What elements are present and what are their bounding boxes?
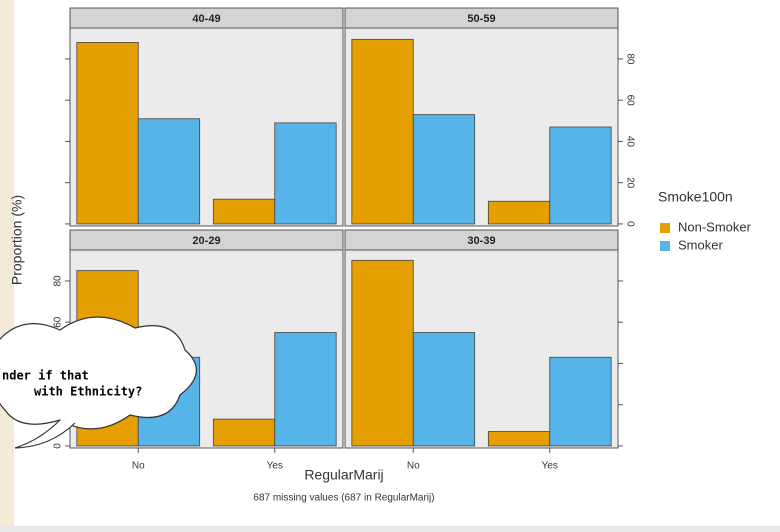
x-tick-label: Yes — [542, 461, 558, 472]
subtitle: 687 missing values (687 in RegularMarij) — [253, 493, 434, 504]
strip — [69, 7, 344, 29]
y-tick-label: 40 — [624, 136, 635, 148]
bar — [412, 114, 476, 225]
cloud — [0, 316, 197, 430]
y-tick-label: 0 — [624, 221, 635, 227]
legend-swatch — [660, 241, 670, 251]
x-tick-label: Yes — [267, 461, 283, 472]
bar — [76, 42, 139, 225]
bar — [274, 332, 337, 447]
callout-text: nder if that — [2, 369, 89, 383]
y-tick-label: 0 — [53, 443, 64, 449]
strip — [344, 229, 619, 251]
strip — [344, 7, 619, 29]
bar — [412, 332, 476, 447]
bar — [137, 118, 201, 225]
y-tick-label: 80 — [53, 275, 64, 287]
bar — [549, 356, 612, 447]
callout: nder if that with Ethnicity? — [0, 316, 197, 449]
bar — [274, 122, 337, 225]
strip — [69, 229, 344, 251]
bar — [351, 259, 414, 447]
bar — [212, 198, 276, 225]
bar — [351, 38, 414, 225]
y-axis-label: Proportion (%) — [9, 195, 25, 285]
panel: 40-49 — [65, 7, 344, 227]
x-axis-label: RegularMarij — [304, 467, 383, 483]
bar — [487, 200, 551, 225]
x-tick-label: No — [407, 461, 420, 472]
bar — [487, 431, 551, 447]
legend: Non-Smoker Smoker — [660, 219, 752, 252]
strip-label: 40-49 — [192, 13, 220, 25]
strip-label: 20-29 — [192, 235, 220, 247]
panel: 30-39 No Yes — [344, 229, 623, 472]
bottom-strip — [0, 526, 780, 532]
callout-text: with Ethnicity? — [34, 385, 142, 399]
legend-label: Smoker — [678, 237, 723, 252]
legend-label: Non-Smoker — [678, 219, 752, 234]
legend-title: Smoke100n — [658, 189, 733, 205]
x-tick-label: No — [132, 461, 145, 472]
y-tick-label: 60 — [624, 95, 635, 107]
y-tick-label: 60 — [53, 316, 64, 328]
y-tick-label: 80 — [624, 53, 635, 65]
y-tick-label: 20 — [624, 177, 635, 189]
cloud-tail — [14, 419, 76, 449]
plot-area: 40-49 50-59 0 20 40 60 80 20-29 No Yes 0 20 40 60 80 30… — [53, 7, 635, 472]
strip-label: 30-39 — [467, 235, 495, 247]
bar — [549, 126, 612, 225]
strip-label: 50-59 — [467, 13, 495, 25]
legend-swatch — [660, 223, 670, 233]
bar — [212, 418, 276, 447]
panel: 50-59 0 20 40 60 80 — [344, 7, 635, 227]
